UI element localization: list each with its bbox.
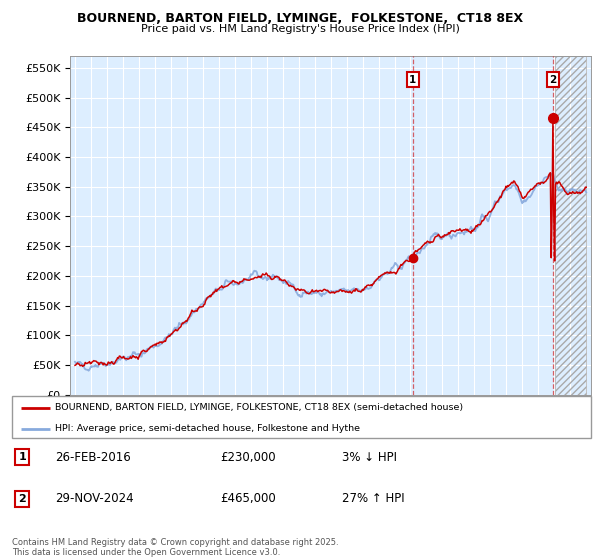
Text: 2: 2 (19, 494, 26, 504)
Text: HPI: Average price, semi-detached house, Folkestone and Hythe: HPI: Average price, semi-detached house,… (55, 424, 361, 433)
Text: 26-FEB-2016: 26-FEB-2016 (55, 451, 131, 464)
Text: 2: 2 (550, 75, 557, 85)
Text: 3% ↓ HPI: 3% ↓ HPI (342, 451, 397, 464)
Text: BOURNEND, BARTON FIELD, LYMINGE,  FOLKESTONE,  CT18 8EX: BOURNEND, BARTON FIELD, LYMINGE, FOLKEST… (77, 12, 523, 25)
Text: 1: 1 (409, 75, 416, 85)
Text: £230,000: £230,000 (220, 451, 276, 464)
Text: 29-NOV-2024: 29-NOV-2024 (55, 492, 134, 505)
Text: BOURNEND, BARTON FIELD, LYMINGE, FOLKESTONE, CT18 8EX (semi-detached house): BOURNEND, BARTON FIELD, LYMINGE, FOLKEST… (55, 403, 464, 412)
Text: 1: 1 (19, 452, 26, 463)
Text: Price paid vs. HM Land Registry's House Price Index (HPI): Price paid vs. HM Land Registry's House … (140, 24, 460, 34)
Text: £465,000: £465,000 (220, 492, 276, 505)
Text: Contains HM Land Registry data © Crown copyright and database right 2025.
This d: Contains HM Land Registry data © Crown c… (12, 538, 338, 557)
Text: 27% ↑ HPI: 27% ↑ HPI (342, 492, 404, 505)
